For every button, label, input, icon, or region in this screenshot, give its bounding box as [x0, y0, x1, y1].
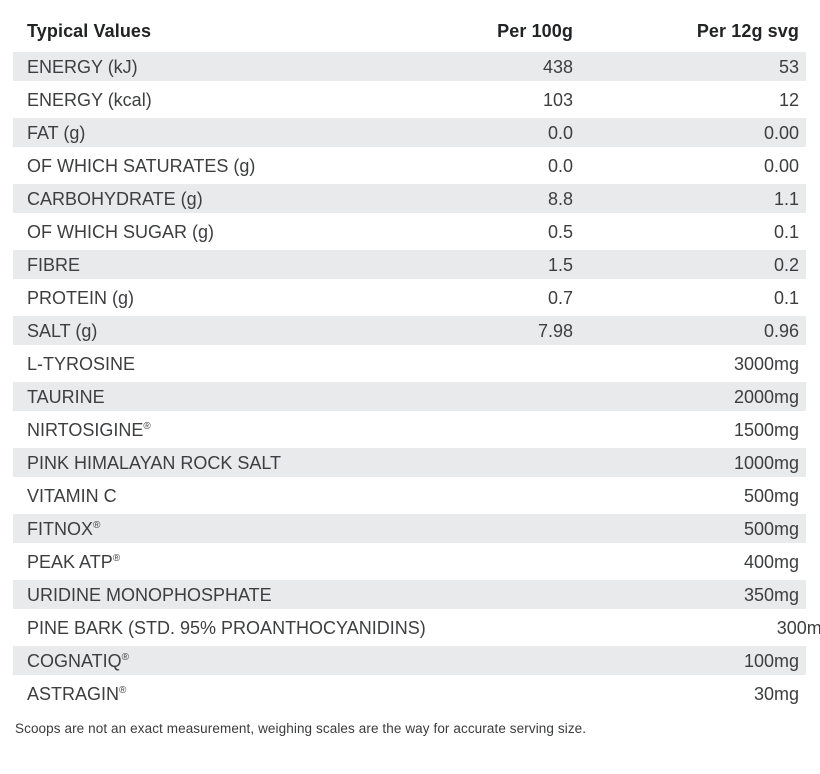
registered-trademark-symbol: ® [112, 552, 121, 564]
row-label: PINE BARK (STD. 95% PROANTHOCYANIDINS) [27, 617, 426, 638]
table-row: OF WHICH SATURATES (g) 0.0 0.00 [13, 151, 806, 180]
header-per-12g-svg: Per 12g svg [696, 21, 799, 41]
row-per-100g-value: 0.5 [547, 221, 573, 242]
table-row: SALT (g) 7.98 0.96 [13, 316, 806, 345]
serving-size-note: Scoops are not an exact measurement, wei… [15, 721, 587, 736]
row-per-100g-value: 103 [542, 89, 573, 110]
table-row: FIBRE 1.5 0.2 [13, 250, 806, 279]
table-row: ENERGY (kJ) 438 53 [13, 52, 806, 81]
row-per-12g-value: 3000mg [733, 353, 799, 374]
nutrition-table: Typical Values Per 100g Per 12g svg ENER… [13, 16, 820, 708]
row-label: OF WHICH SUGAR (g) [27, 221, 214, 242]
row-label: L-TYROSINE [27, 353, 136, 374]
table-row: CARBOHYDRATE (g) 8.8 1.1 [13, 184, 806, 213]
row-per-12g-value: 100mg [743, 650, 799, 671]
table-row: PINK HIMALAYAN ROCK SALT 1000mg [13, 448, 806, 477]
row-label: ASTRAGIN® [27, 683, 127, 704]
table-row: PROTEIN (g) 0.7 0.1 [13, 283, 806, 312]
row-per-100g-value: 438 [542, 56, 573, 77]
table-body: ENERGY (kJ) 438 53 ENERGY (kcal) 103 12 … [13, 52, 820, 708]
table-row: NIRTOSIGINE® 1500mg [13, 415, 806, 444]
table-row: TAURINE 2000mg [13, 382, 806, 411]
row-label: COGNATIQ® [27, 650, 130, 671]
row-per-12g-value: 0.00 [763, 155, 799, 176]
row-per-12g-value: 0.1 [773, 287, 799, 308]
table-header-row: Typical Values Per 100g Per 12g svg [13, 16, 806, 46]
row-per-100g-value: 1.5 [547, 254, 573, 275]
row-per-12g-value: 300mg [776, 617, 820, 638]
row-per-100g-value: 8.8 [547, 188, 573, 209]
row-label: SALT (g) [27, 320, 98, 341]
row-label: URIDINE MONOPHOSPHATE [27, 584, 272, 605]
row-per-12g-value: 2000mg [733, 386, 799, 407]
row-label: PINK HIMALAYAN ROCK SALT [27, 452, 282, 473]
row-per-12g-value: 1500mg [733, 419, 799, 440]
row-per-12g-value: 1.1 [773, 188, 799, 209]
row-per-12g-value: 0.2 [773, 254, 799, 275]
row-label: ENERGY (kJ) [27, 56, 138, 77]
row-label: FITNOX® [27, 518, 101, 539]
row-per-12g-value: 1000mg [733, 452, 799, 473]
row-label: PROTEIN (g) [27, 287, 135, 308]
row-per-100g-value: 7.98 [537, 320, 573, 341]
row-per-100g-value: 0.0 [547, 155, 573, 176]
row-per-100g-value: 0.7 [547, 287, 573, 308]
header-per-100g: Per 100g [497, 21, 573, 41]
table-row: ASTRAGIN® 30mg [13, 679, 806, 708]
registered-trademark-symbol: ® [143, 420, 151, 432]
table-row: PEAK ATP® 400mg [13, 547, 806, 576]
row-per-12g-value: 0.00 [763, 122, 799, 143]
table-row: VITAMIN C 500mg [13, 481, 806, 510]
row-label: FAT (g) [27, 122, 86, 143]
table-row: URIDINE MONOPHOSPHATE 350mg [13, 580, 806, 609]
row-per-12g-value: 30mg [753, 683, 799, 704]
registered-trademark-symbol: ® [93, 519, 101, 531]
row-per-12g-value: 400mg [743, 551, 799, 572]
row-label: NIRTOSIGINE® [27, 419, 151, 440]
table-row: ENERGY (kcal) 103 12 [13, 85, 806, 114]
registered-trademark-symbol: ® [119, 684, 127, 696]
registered-trademark-symbol: ® [121, 651, 130, 663]
table-row: FITNOX® 500mg [13, 514, 806, 543]
table-row: OF WHICH SUGAR (g) 0.5 0.1 [13, 217, 806, 246]
table-row: COGNATIQ® 100mg [13, 646, 806, 675]
row-label: ENERGY (kcal) [27, 89, 152, 110]
row-label: VITAMIN C [27, 485, 117, 506]
row-per-12g-value: 53 [778, 56, 799, 77]
row-per-12g-value: 0.96 [763, 320, 799, 341]
row-label: CARBOHYDRATE (g) [27, 188, 203, 209]
row-label: PEAK ATP® [27, 551, 121, 572]
row-per-12g-value: 500mg [743, 518, 799, 539]
row-label: OF WHICH SATURATES (g) [27, 155, 256, 176]
header-typical-values: Typical Values [27, 21, 152, 41]
row-per-12g-value: 12 [778, 89, 799, 110]
row-per-12g-value: 500mg [743, 485, 799, 506]
row-label: TAURINE [27, 386, 105, 407]
nutrition-panel: Typical Values Per 100g Per 12g svg ENER… [13, 16, 820, 736]
table-row: PINE BARK (STD. 95% PROANTHOCYANIDINS) 3… [13, 613, 820, 642]
row-label: FIBRE [27, 254, 81, 275]
row-per-12g-value: 350mg [743, 584, 799, 605]
row-per-12g-value: 0.1 [773, 221, 799, 242]
row-per-100g-value: 0.0 [547, 122, 573, 143]
table-row: L-TYROSINE 3000mg [13, 349, 806, 378]
table-row: FAT (g) 0.0 0.00 [13, 118, 806, 147]
